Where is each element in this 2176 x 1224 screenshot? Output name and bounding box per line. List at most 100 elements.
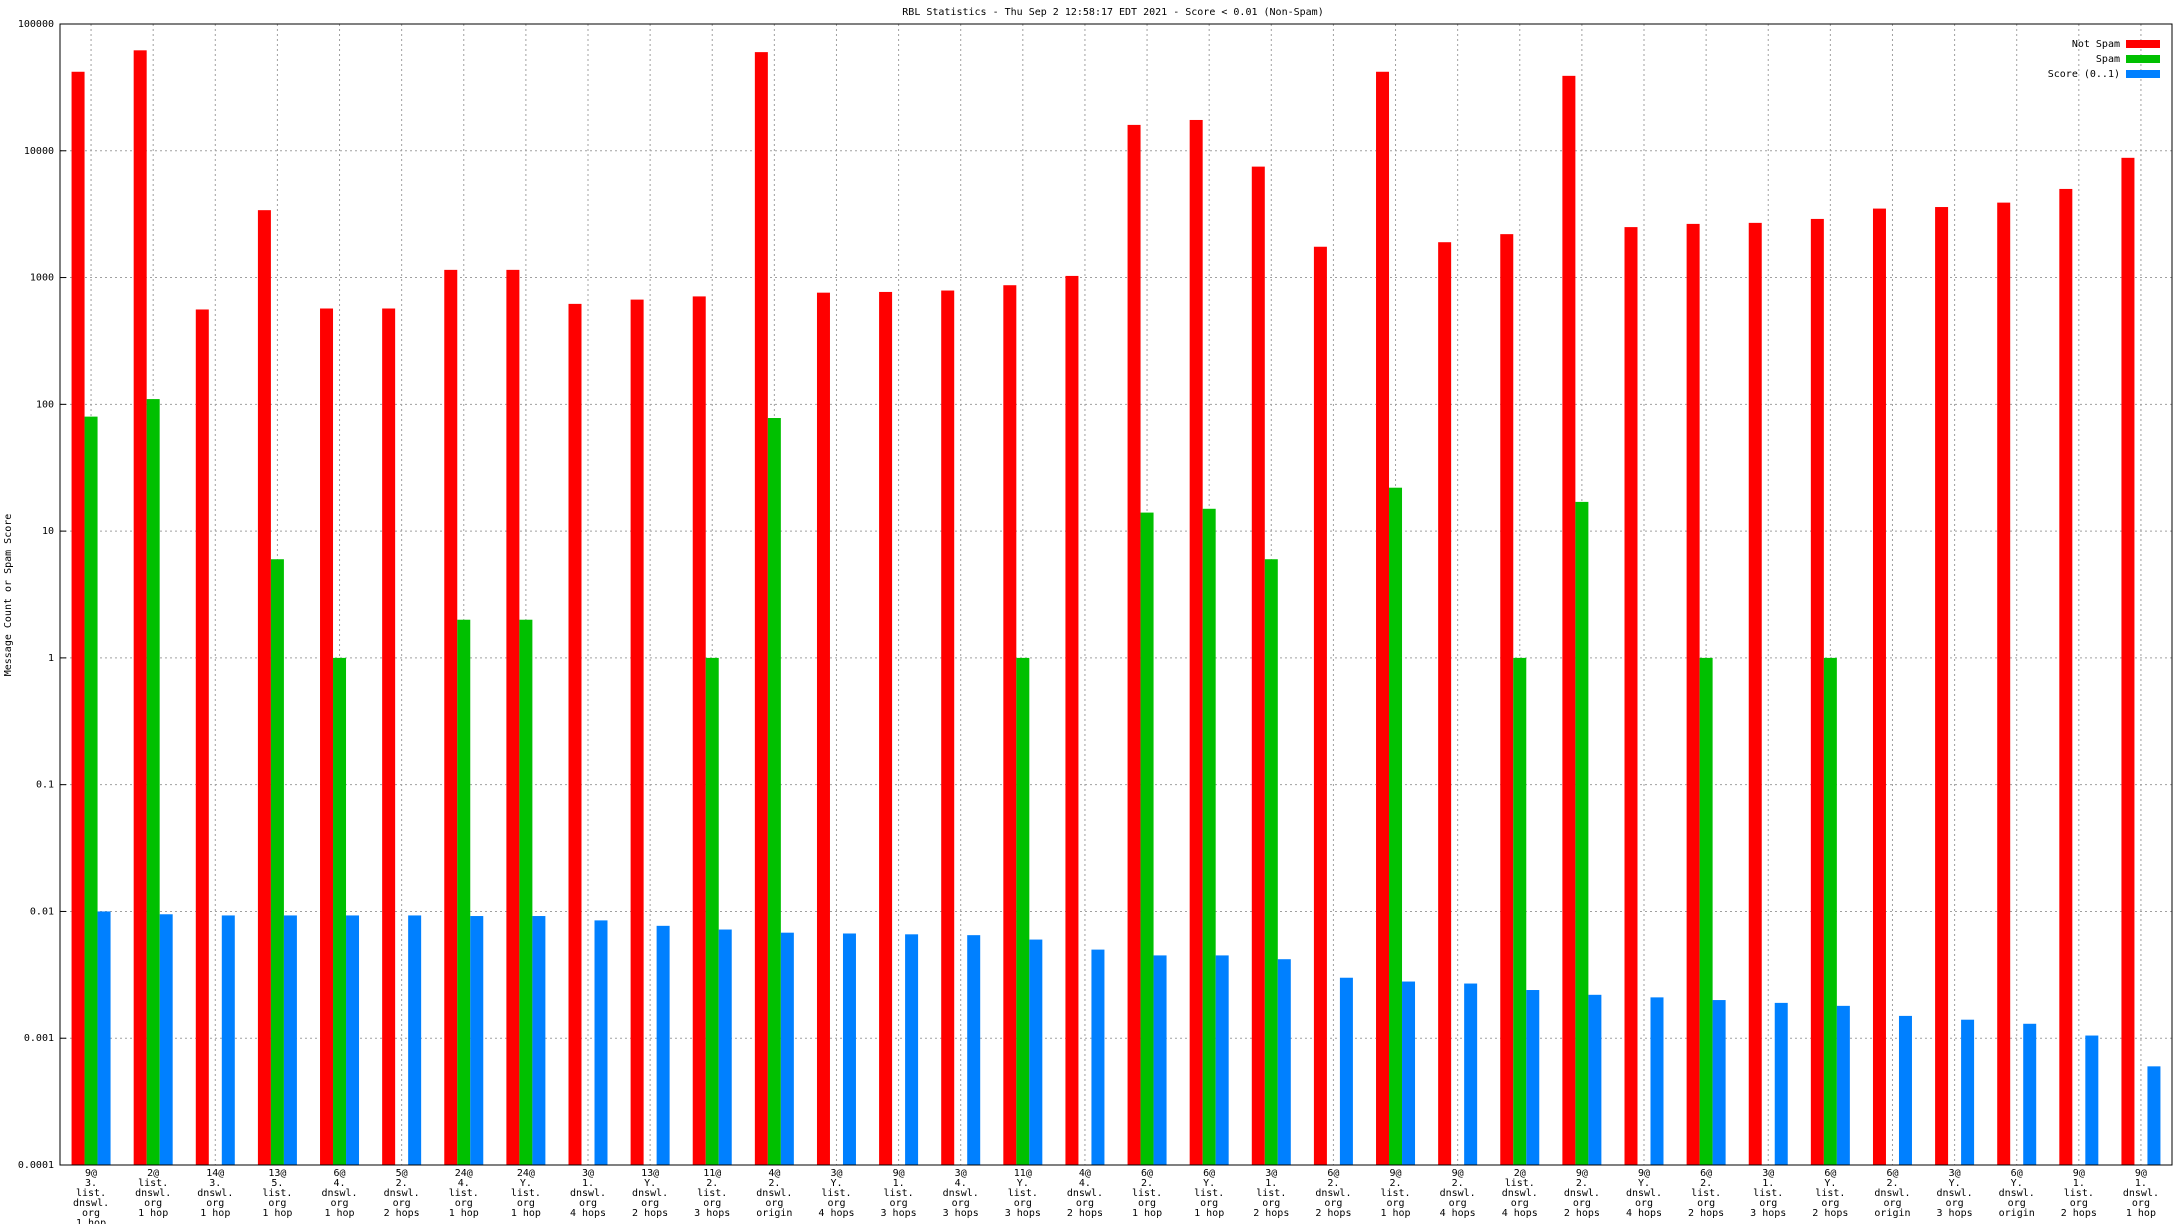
bar — [257, 210, 271, 1165]
bar — [408, 915, 422, 1165]
bar — [346, 915, 360, 1165]
bar — [1712, 1000, 1726, 1165]
bar — [705, 657, 719, 1165]
bar — [1215, 955, 1229, 1165]
bar — [1127, 124, 1141, 1165]
bar — [905, 934, 919, 1165]
x-tick-label: 3@ Y. list. org 4 hops — [818, 1168, 854, 1219]
bar — [1202, 508, 1216, 1166]
bar — [1438, 242, 1452, 1165]
x-tick-label: 6@ Y. list. org 2 hops — [1812, 1168, 1848, 1219]
bar — [1029, 939, 1043, 1165]
bar — [1277, 959, 1291, 1165]
x-tick-label: 6@ 2. dnswl. org 2 hops — [1315, 1168, 1351, 1219]
x-tick-label: 4@ 4. dnswl. org 2 hops — [1067, 1168, 1103, 1219]
bar — [1810, 218, 1824, 1165]
bar — [2023, 1023, 2037, 1165]
x-tick-label: 13@ Y. dnswl. org 2 hops — [632, 1168, 668, 1219]
x-tick-label: 9@ 3. list. dnswl. org 1 hop — [73, 1168, 109, 1224]
bar — [195, 309, 209, 1165]
bar — [656, 925, 670, 1165]
y-tick-label: 1000 — [30, 273, 54, 284]
bar — [84, 416, 98, 1165]
bar — [320, 308, 334, 1165]
bar — [2121, 157, 2135, 1165]
bar — [1997, 202, 2011, 1165]
bar — [1264, 559, 1278, 1165]
legend-label: Not Spam — [2072, 39, 2120, 50]
y-tick-label: 10 — [42, 526, 54, 537]
bar — [470, 916, 484, 1165]
bar — [1389, 487, 1403, 1165]
x-tick-label: 13@ 5. list. org 1 hop — [262, 1168, 292, 1219]
bar — [1091, 949, 1105, 1165]
bar — [594, 920, 608, 1165]
x-tick-label: 9@ 2. list. org 1 hop — [1380, 1168, 1410, 1219]
bar — [1935, 207, 1949, 1166]
bar — [568, 303, 582, 1165]
bar — [1961, 1019, 1975, 1165]
bar — [1251, 166, 1265, 1165]
bar — [1402, 981, 1416, 1165]
y-tick-label: 0.01 — [30, 906, 54, 917]
legend-swatch — [2126, 55, 2160, 63]
bar — [1153, 955, 1167, 1165]
bar — [1562, 75, 1576, 1166]
bar — [506, 269, 520, 1165]
bar — [630, 299, 644, 1165]
bar — [1774, 1002, 1788, 1165]
x-tick-label: 11@ Y. list. org 3 hops — [1005, 1168, 1041, 1219]
bar — [1339, 977, 1353, 1165]
bar — [1823, 657, 1837, 1165]
bar — [133, 50, 147, 1166]
x-tick-label: 9@ 1. list. org 2 hops — [2061, 1168, 2097, 1219]
bar — [159, 914, 173, 1165]
x-tick-label: 6@ 4. dnswl. org 1 hop — [321, 1168, 357, 1219]
bar — [221, 915, 235, 1165]
bar — [842, 933, 856, 1165]
bar — [2085, 1035, 2099, 1165]
bar — [1003, 285, 1017, 1166]
bar — [532, 916, 546, 1165]
legend-label: Score (0..1) — [2048, 69, 2120, 80]
y-tick-label: 0.0001 — [18, 1160, 54, 1171]
bar — [382, 308, 396, 1165]
bar — [2059, 188, 2073, 1165]
bar — [146, 399, 160, 1165]
chart-title: RBL Statistics - Thu Sep 2 12:58:17 EDT … — [902, 7, 1323, 18]
x-tick-label: 5@ 2. dnswl. org 2 hops — [384, 1168, 420, 1219]
x-tick-label: 24@ 4. list. org 1 hop — [449, 1168, 479, 1219]
bar — [1513, 657, 1527, 1165]
x-tick-label: 9@ 1. dnswl. org 1 hop — [2123, 1168, 2159, 1219]
bar — [718, 929, 732, 1165]
bar — [1313, 246, 1327, 1166]
bar — [692, 296, 706, 1165]
bar — [519, 619, 533, 1165]
y-tick-label: 0.001 — [24, 1033, 54, 1044]
x-tick-label: 6@ Y. list. org 1 hop — [1194, 1168, 1224, 1219]
bar — [1898, 1015, 1912, 1165]
x-tick-label: 14@ 3. dnswl. org 1 hop — [197, 1168, 233, 1219]
bar — [1189, 119, 1203, 1166]
bar — [1872, 208, 1886, 1165]
bar — [1836, 1005, 1850, 1165]
x-tick-label: 3@ 1. list. org 3 hops — [1750, 1168, 1786, 1219]
x-tick-label: 3@ 1. list. org 2 hops — [1253, 1168, 1289, 1219]
bar — [457, 619, 471, 1165]
bar — [1748, 222, 1762, 1165]
bar — [1065, 275, 1079, 1165]
bar — [1464, 983, 1478, 1165]
bar — [1686, 223, 1700, 1165]
x-tick-label: 24@ Y. list. org 1 hop — [511, 1168, 541, 1219]
x-tick-label: 2@ list. dnswl. org 4 hops — [1502, 1168, 1538, 1219]
x-tick-label: 6@ Y. dnswl. org origin — [1999, 1168, 2035, 1219]
bar — [1016, 657, 1030, 1165]
x-tick-label: 4@ 2. dnswl. org origin — [756, 1168, 792, 1219]
bar — [71, 71, 85, 1165]
y-axis-label: Message Count or Spam Score — [3, 514, 14, 677]
bar — [444, 269, 458, 1165]
x-tick-label: 2@ list. dnswl. org 1 hop — [135, 1168, 171, 1219]
x-tick-label: 3@ 1. dnswl. org 4 hops — [570, 1168, 606, 1219]
bar — [333, 657, 347, 1165]
